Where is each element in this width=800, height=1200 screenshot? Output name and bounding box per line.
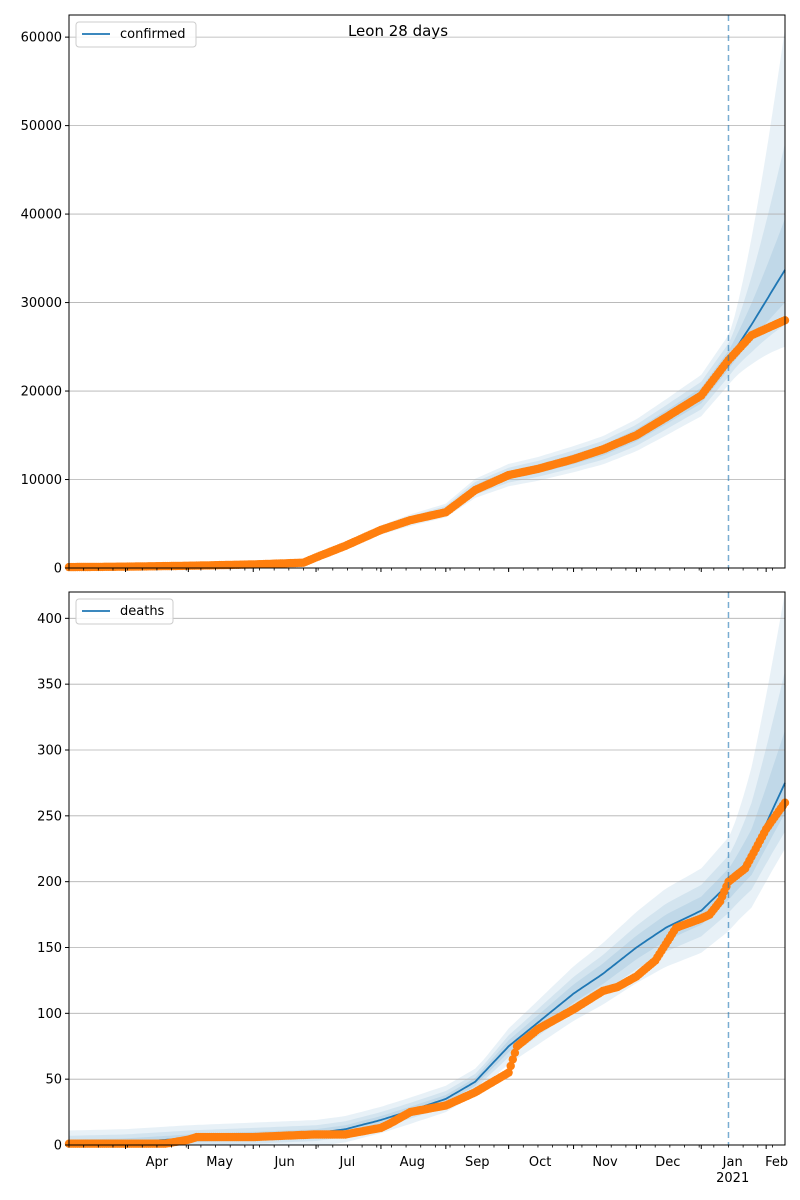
confidence-band-inner <box>69 730 785 1145</box>
y-tick-label: 250 <box>37 809 62 824</box>
axes-layer: 0 50 100 150 200 250 300 350 400 <box>37 591 786 1154</box>
legend: confirmed <box>75 21 197 48</box>
legend-label: confirmed <box>120 27 186 42</box>
chart-confirmed: 0 10000 20000 30000 40000 50000 60000 confirme… <box>21 14 790 577</box>
grid-layer <box>69 617 785 1146</box>
model-line <box>68 782 786 1145</box>
observed-point <box>504 1068 513 1077</box>
x-axis-labels: Apr May Jun Jul Aug Sep Oct Nov Dec Jan Feb 2021 <box>146 1155 788 1186</box>
observed-point <box>510 1048 520 1058</box>
x-month-label: Jul <box>339 1155 356 1170</box>
x-month-label: Dec <box>655 1155 680 1170</box>
observed-layer <box>64 316 790 572</box>
axes-layer: 0 10000 20000 30000 40000 50000 60000 <box>21 14 786 577</box>
observed-layer <box>64 798 790 1148</box>
x-month-label: Nov <box>592 1155 618 1170</box>
x-month-label: May <box>206 1155 233 1170</box>
bands-layer <box>69 28 785 568</box>
y-tick-label: 100 <box>37 1007 62 1022</box>
y-tick-label: 400 <box>37 612 62 627</box>
plot-frame <box>68 14 786 569</box>
y-tick-label: 20000 <box>21 385 62 400</box>
bands-layer <box>69 592 785 1145</box>
y-tick-label: 30000 <box>21 296 62 311</box>
observed-point <box>506 1061 515 1071</box>
y-tick-label: 300 <box>37 744 62 759</box>
chart-deaths: 0 50 100 150 200 250 300 350 400 deaths <box>37 591 790 1154</box>
x-month-label: Feb <box>765 1155 788 1170</box>
x-month-label: Jan <box>722 1155 743 1170</box>
y-tick-label: 40000 <box>21 208 62 223</box>
plot-frame <box>68 591 786 1146</box>
x-month-label: Apr <box>146 1155 169 1170</box>
legend-box <box>75 21 197 48</box>
y-tick-label: 50 <box>45 1073 62 1088</box>
observed-point <box>508 1055 517 1064</box>
confidence-band-outer <box>69 592 785 1145</box>
confidence-band-mid <box>69 671 785 1145</box>
x-month-label: Jun <box>273 1155 294 1170</box>
confidence-band-outer <box>69 28 785 568</box>
y-tick-label: 200 <box>37 875 62 890</box>
x-year-label: 2021 <box>716 1171 749 1186</box>
confidence-band-mid <box>69 143 785 568</box>
y-tick-label: 150 <box>37 941 62 956</box>
y-tick-label: 350 <box>37 678 62 693</box>
x-month-label: Aug <box>400 1155 425 1170</box>
y-tick-label: 10000 <box>21 473 62 488</box>
x-month-label: Sep <box>465 1155 490 1170</box>
y-tick-label: 50000 <box>21 119 62 134</box>
figure-title: Leon 28 days <box>348 22 448 40</box>
y-tick-label: 0 <box>54 562 62 577</box>
legend-label: deaths <box>120 604 165 619</box>
x-month-label: Oct <box>529 1155 551 1170</box>
legend: deaths <box>75 598 174 625</box>
y-tick-label: 0 <box>54 1139 62 1154</box>
grid-layer <box>69 36 785 569</box>
model-layer <box>68 782 786 1145</box>
legend-box <box>75 598 174 625</box>
y-tick-label: 60000 <box>21 31 62 46</box>
